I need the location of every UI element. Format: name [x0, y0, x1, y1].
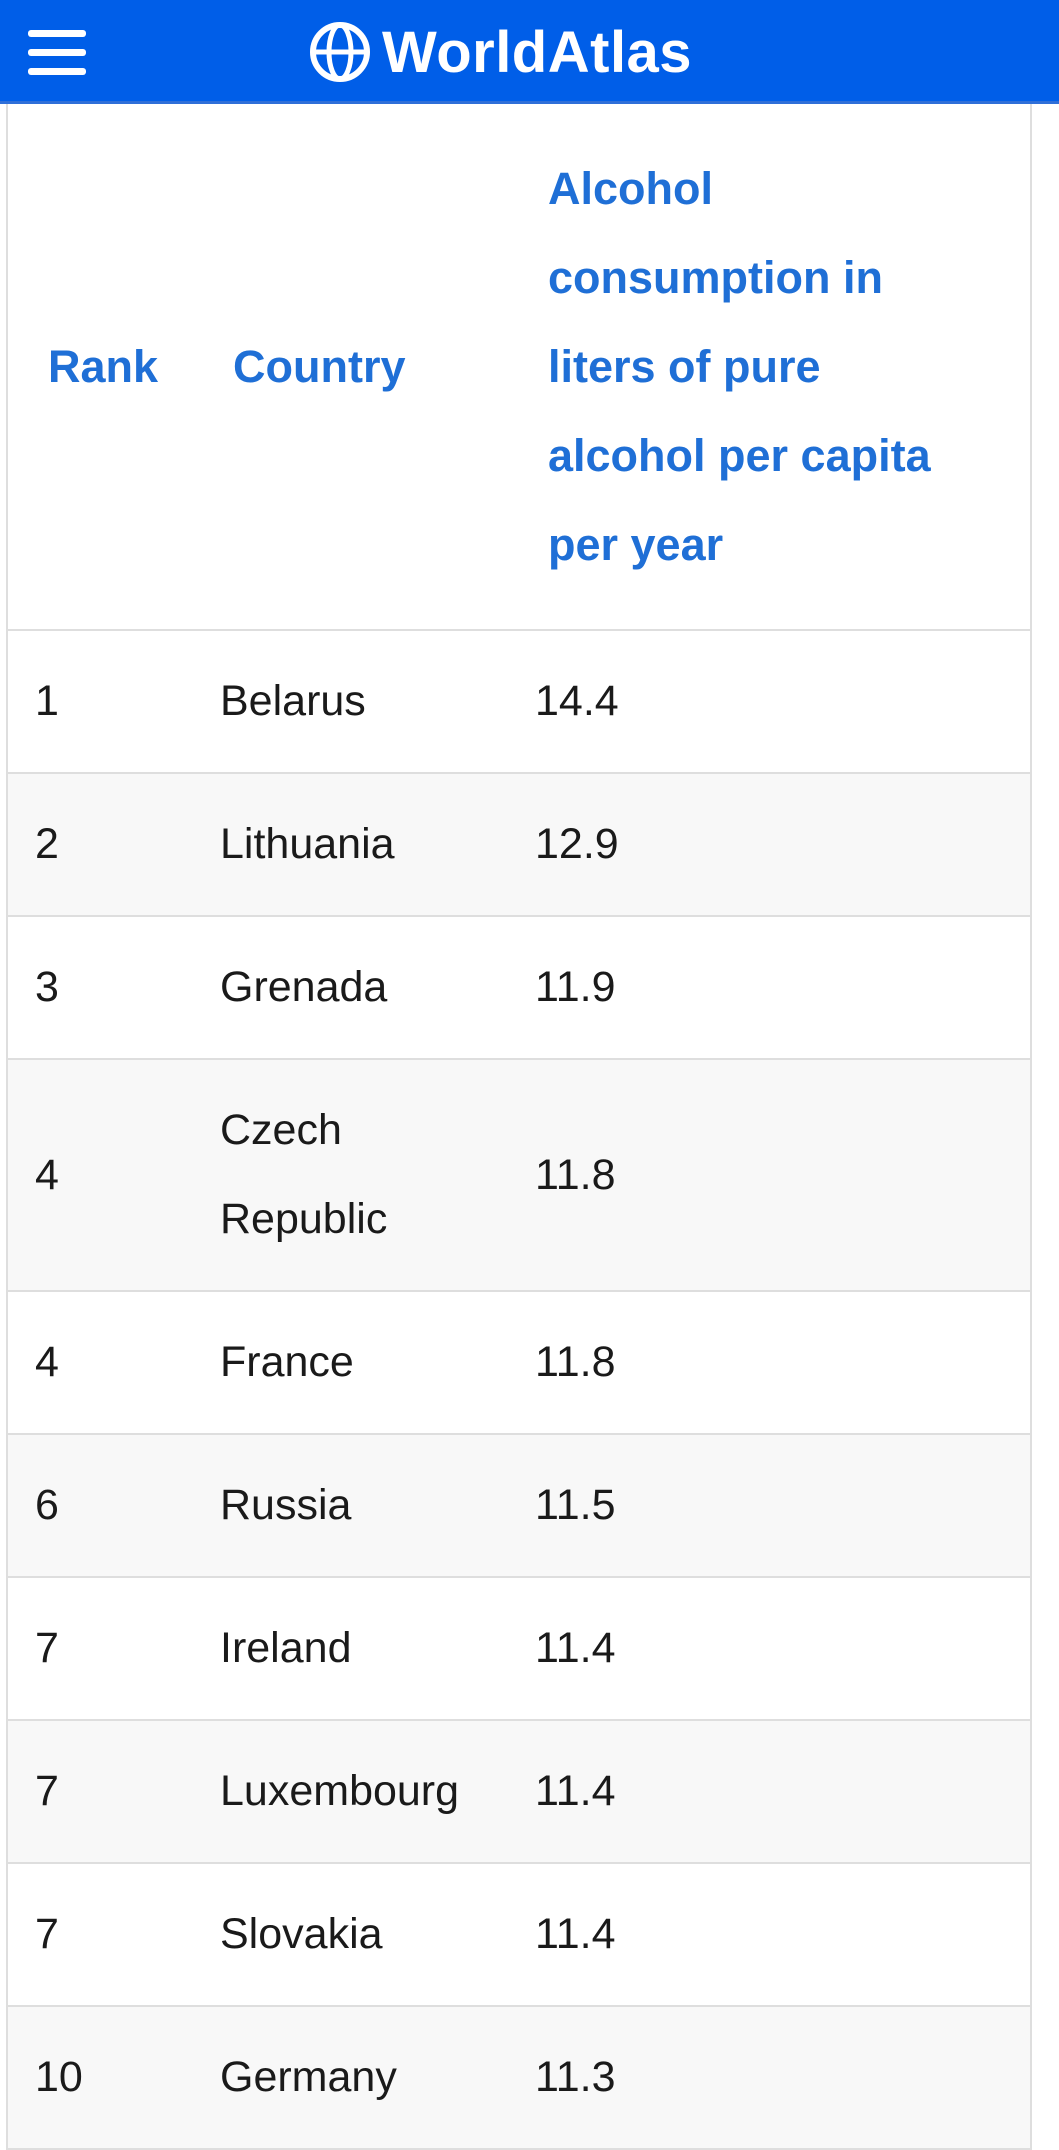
country-cell: France [193, 1291, 508, 1435]
table-row: 7 Ireland 11.4 [8, 1577, 1030, 1721]
value-cell: 11.8 [508, 1291, 1030, 1435]
rank-cell: 7 [8, 1577, 193, 1721]
site-logo[interactable]: WorldAtlas [308, 14, 692, 90]
rank-cell: 10 [8, 2006, 193, 2150]
rank-cell: 7 [8, 1863, 193, 2007]
rank-cell: 4 [8, 1059, 193, 1292]
alcohol-consumption-table: Rank Country Alcohol consumption in lite… [8, 104, 1030, 2150]
globe-icon [310, 22, 370, 82]
value-cell: 12.9 [508, 773, 1030, 917]
table-row: 2 Lithuania 12.9 [8, 773, 1030, 917]
rank-cell: 2 [8, 773, 193, 917]
value-cell: 11.5 [508, 1434, 1030, 1578]
rank-cell: 4 [8, 1291, 193, 1435]
rank-cell: 3 [8, 916, 193, 1060]
country-cell: Russia [193, 1434, 508, 1578]
value-cell: 14.4 [508, 630, 1030, 774]
value-cell: 11.3 [508, 2006, 1030, 2150]
country-cell: Grenada [193, 916, 508, 1060]
table-row: 3 Grenada 11.9 [8, 916, 1030, 1060]
header-consumption[interactable]: Alcohol consumption in liters of pure al… [508, 104, 1030, 631]
country-cell: Slovakia [193, 1863, 508, 2007]
ranking-table-container: Rank Country Alcohol consumption in lite… [6, 104, 1032, 2150]
rank-cell: 1 [8, 630, 193, 774]
table-row: 6 Russia 11.5 [8, 1434, 1030, 1578]
country-cell: Luxembourg [193, 1720, 508, 1864]
brand-name: WorldAtlas [382, 19, 693, 85]
hamburger-menu-icon[interactable] [28, 30, 86, 76]
table-row: 10 Germany 11.3 [8, 2006, 1030, 2150]
value-cell: 11.8 [508, 1059, 1030, 1292]
country-cell: Lithuania [193, 773, 508, 917]
table-row: 1 Belarus 14.4 [8, 630, 1030, 774]
country-cell: Belarus [193, 630, 508, 774]
rank-cell: 6 [8, 1434, 193, 1578]
country-cell: Czech Republic [193, 1059, 508, 1292]
value-cell: 11.4 [508, 1577, 1030, 1721]
table-row: 4 Czech Republic 11.8 [8, 1059, 1030, 1292]
country-cell: Ireland [193, 1577, 508, 1721]
table-header-row: Rank Country Alcohol consumption in lite… [8, 104, 1030, 631]
header-country[interactable]: Country [193, 104, 508, 631]
table-row: 4 France 11.8 [8, 1291, 1030, 1435]
country-cell: Germany [193, 2006, 508, 2150]
rank-cell: 7 [8, 1720, 193, 1864]
header-rank[interactable]: Rank [8, 104, 193, 631]
site-header: WorldAtlas [0, 0, 1059, 104]
value-cell: 11.4 [508, 1720, 1030, 1864]
value-cell: 11.9 [508, 916, 1030, 1060]
table-row: 7 Slovakia 11.4 [8, 1863, 1030, 2007]
table-row: 7 Luxembourg 11.4 [8, 1720, 1030, 1864]
value-cell: 11.4 [508, 1863, 1030, 2007]
